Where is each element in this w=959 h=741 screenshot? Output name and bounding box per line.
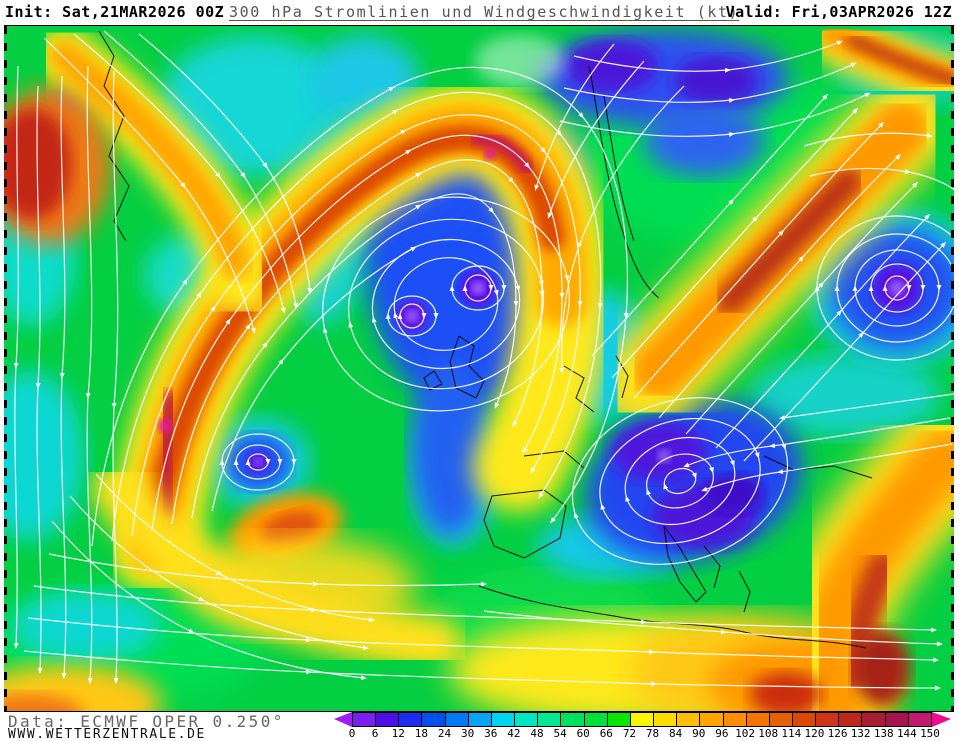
colorbar-tick: 144 xyxy=(896,727,917,740)
colorbar-segment xyxy=(792,713,817,726)
colorbar-segment xyxy=(885,713,909,726)
colorbar-tick: 150 xyxy=(920,727,940,740)
colorbar-tick: 30 xyxy=(460,727,475,740)
colorbar-tick: 0 xyxy=(348,727,356,740)
colorbar-segment xyxy=(399,713,423,726)
colorbar-left-arrow xyxy=(334,712,352,727)
colorbar-tick: 132 xyxy=(850,727,871,740)
chart-title: 300 hPa Stromlinien und Windgeschwindigk… xyxy=(229,3,740,21)
map-frame-ticks xyxy=(4,26,954,711)
colorbar-segment xyxy=(862,713,886,726)
colorbar-segment xyxy=(677,713,701,726)
colorbar-segment xyxy=(538,713,562,726)
colorbar-tick: 60 xyxy=(576,727,590,740)
colorbar-segment xyxy=(630,713,655,726)
colorbar-segment xyxy=(700,713,724,726)
colorbar-tick: 84 xyxy=(669,727,683,740)
colorbar-tick: 18 xyxy=(414,727,428,740)
colorbar-segment xyxy=(908,713,931,726)
colorbar-segment xyxy=(746,713,770,726)
streamline-wind-map xyxy=(4,25,954,712)
colorbar-tick: 54 xyxy=(553,727,567,740)
colorbar-tick: 126 xyxy=(827,727,848,740)
init-time-label: Init: Sat,21MAR2026 00Z xyxy=(5,3,225,21)
colorbar-row xyxy=(334,712,952,727)
colorbar-segment xyxy=(353,713,377,726)
colorbar-segment xyxy=(816,713,840,726)
header: Init: Sat,21MAR2026 00Z 300 hPa Stromlin… xyxy=(0,0,959,25)
colorbar-tick: 66 xyxy=(599,727,613,740)
colorbar-segment xyxy=(376,713,400,726)
colorbar-tick: 78 xyxy=(645,727,660,740)
colorbar-segment xyxy=(515,713,539,726)
colorbar-tick: 24 xyxy=(437,727,452,740)
colorbar-segment xyxy=(445,713,469,726)
colorbar-segment xyxy=(839,713,863,726)
colorbar-tick: 48 xyxy=(530,727,544,740)
colorbar-segment xyxy=(468,713,492,726)
colorbar-segment xyxy=(769,713,793,726)
colorbar-segment xyxy=(561,713,585,726)
colorbar-tick: 138 xyxy=(873,727,894,740)
colorbar-tick: 6 xyxy=(371,727,379,740)
data-source-label: Data: ECMWF OPER 0.250° xyxy=(8,712,285,731)
colorbar-segment xyxy=(422,713,446,726)
colorbar-tick: 102 xyxy=(735,727,755,740)
colorbar-tick: 42 xyxy=(507,727,521,740)
colorbar-tick: 108 xyxy=(758,727,779,740)
colorbar-segment xyxy=(654,713,678,726)
colorbar-tick: 114 xyxy=(781,727,802,740)
website-label: WWW.WETTERZENTRALE.DE xyxy=(8,727,206,741)
colorbar-segment xyxy=(723,713,747,726)
colorbar-cells xyxy=(352,712,932,727)
colorbar-tick-labels: 0 6 12 18 24 30 36 42 48 54 60 66 72 78 84 90 96 102 108 11… xyxy=(348,727,940,741)
colorbar-segment xyxy=(491,713,516,726)
wind-speed-colorbar: 0 6 12 18 24 30 36 42 48 54 60 66 72 78 84 90 96 102 108 11… xyxy=(334,712,952,741)
colorbar-tick: 120 xyxy=(804,727,825,740)
vortex-streamline-rings xyxy=(219,196,954,565)
colorbar-segment xyxy=(607,713,631,726)
colorbar-tick: 36 xyxy=(484,727,498,740)
colorbar-tick: 96 xyxy=(715,727,729,740)
colorbar-tick: 72 xyxy=(622,727,637,740)
colorbar-segment xyxy=(584,713,608,726)
colorbar-tick: 12 xyxy=(391,727,405,740)
valid-time-label: Valid: Fri,03APR2026 12Z xyxy=(725,3,952,21)
colorbar-tick: 90 xyxy=(692,727,706,740)
colorbar-right-arrow xyxy=(932,712,951,727)
